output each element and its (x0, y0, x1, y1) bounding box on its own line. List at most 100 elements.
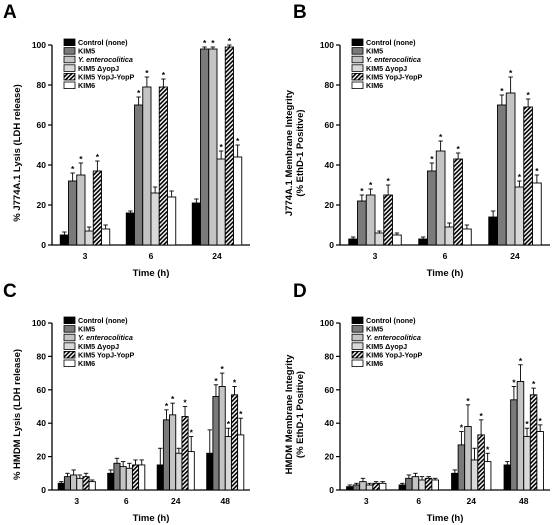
bar (477, 434, 485, 491)
legend-label: KIM6 (366, 359, 383, 368)
bar (107, 472, 115, 491)
bar (383, 194, 393, 246)
legend-swatch (351, 359, 364, 367)
bar (233, 156, 243, 246)
y-axis-title: J774A.1 Membrane Integrity (284, 89, 295, 216)
bar (212, 396, 220, 491)
legend-label: KIM6 (78, 81, 95, 90)
legend-swatch (63, 64, 76, 72)
significance-star: * (145, 68, 149, 78)
x-axis-title: Time (h) (133, 513, 170, 524)
significance-star: * (236, 136, 240, 146)
x-tick-label: 24 (171, 496, 181, 506)
bar (134, 104, 144, 246)
bar (536, 431, 544, 491)
y-tick-label: 100 (320, 318, 334, 328)
legend-swatch (63, 350, 76, 359)
legend-swatch (351, 47, 364, 55)
y-tick-label: 20 (325, 452, 335, 462)
bar (169, 414, 177, 491)
significance-star: * (219, 142, 223, 152)
bar (191, 202, 201, 246)
bar (365, 194, 376, 246)
legend-swatch (63, 47, 76, 55)
legend-swatch (351, 73, 364, 81)
bar (131, 464, 140, 491)
significance-star: * (369, 180, 373, 190)
significance-star: * (162, 70, 166, 80)
panel-letter-d: D (293, 281, 307, 302)
bar (348, 238, 358, 246)
bar (76, 477, 84, 491)
x-tick-label: 3 (83, 251, 88, 261)
y-tick-label: 40 (37, 160, 47, 170)
bar (224, 436, 232, 491)
bar (230, 394, 239, 491)
bar (216, 158, 226, 246)
significance-star: * (171, 394, 175, 404)
legend-swatch (351, 64, 364, 72)
y-tick-label: 40 (37, 418, 47, 428)
legend-swatch (63, 316, 76, 324)
significance-star: * (519, 356, 523, 366)
legend-label: Y. enterocolitica (366, 55, 421, 64)
significance-star: * (203, 38, 207, 48)
significance-star: * (535, 166, 539, 176)
significance-star: * (360, 186, 364, 196)
y-tick-label: 20 (325, 200, 335, 210)
panel-a-chart: 0 20 40 60 80 100 % J774A.1 Lysis (LDH release… (12, 36, 250, 279)
legend-label: Y. enterocolitica (78, 333, 133, 342)
significance-star: * (79, 154, 83, 164)
x-tick-label: 6 (443, 251, 448, 261)
legend-label: KIM5 YopJ-YopP (366, 72, 423, 81)
significance-star: * (71, 164, 75, 174)
bar (424, 477, 433, 491)
legend-swatch (351, 81, 364, 89)
bar (529, 394, 538, 491)
legend-label: KIM5 YopJ-YopP (78, 72, 135, 81)
y-tick-label: 40 (325, 160, 335, 170)
significance-star: * (479, 411, 483, 421)
bar (76, 174, 86, 246)
bar (175, 452, 183, 491)
bar (418, 238, 428, 246)
x-tick-label: 3 (373, 251, 378, 261)
bar (68, 180, 78, 246)
bar (431, 479, 439, 491)
bar (516, 381, 525, 491)
bar (405, 477, 413, 491)
x-tick-label: 6 (149, 251, 154, 261)
significance-star: * (190, 428, 194, 438)
legend-label: KIM6 YopJ-YopP (366, 350, 423, 359)
bar (453, 158, 463, 246)
panel-d-chart: 0 20 40 60 80 100 HMDM Membrane Integrity (% Et… (284, 316, 550, 524)
panel-c-chart: 0 20 40 60 80 100 % HMDM Lysis (LDH release) Ti… (12, 316, 250, 524)
y-tick-label: 100 (32, 40, 46, 50)
bar (92, 170, 102, 246)
legend-label: KIM5 ΔyopJ (366, 342, 407, 351)
legend-swatch (63, 325, 76, 333)
legend-label: Control (none) (78, 38, 128, 47)
bar (181, 416, 189, 491)
legend-label: Y. enterocolitica (78, 55, 133, 64)
bar (418, 479, 426, 491)
y-axis-title: % HMDM Lysis (LDH release) (12, 349, 23, 480)
x-axis-title: Time (h) (427, 513, 464, 524)
x-axis-title: Time (h) (133, 268, 170, 279)
bar (488, 216, 498, 246)
legend-swatch (63, 342, 76, 350)
y-tick-label: 60 (37, 120, 47, 130)
bar (378, 482, 387, 491)
significance-star: * (539, 416, 543, 426)
y-tick-label: 0 (329, 485, 334, 495)
legend-swatch (351, 342, 364, 350)
bar (365, 484, 374, 491)
y-tick-label: 80 (37, 351, 47, 361)
x-tick-label: 24 (212, 251, 222, 261)
significance-star: * (221, 364, 225, 374)
bar (57, 482, 65, 491)
bar (372, 482, 380, 491)
legend-swatch (63, 38, 76, 46)
bar (398, 484, 407, 491)
bar (224, 46, 234, 246)
